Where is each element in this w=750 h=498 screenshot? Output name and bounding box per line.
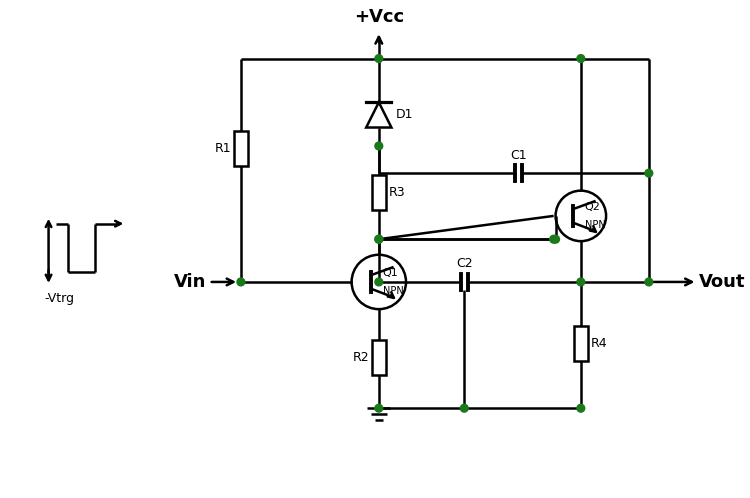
Text: NPN: NPN bbox=[382, 286, 404, 296]
Circle shape bbox=[645, 169, 652, 177]
Polygon shape bbox=[366, 102, 392, 127]
Circle shape bbox=[375, 236, 382, 243]
Circle shape bbox=[375, 404, 382, 412]
Text: R4: R4 bbox=[590, 337, 608, 350]
Circle shape bbox=[550, 236, 557, 243]
FancyBboxPatch shape bbox=[234, 131, 248, 166]
Circle shape bbox=[577, 404, 585, 412]
Circle shape bbox=[460, 404, 468, 412]
Text: R1: R1 bbox=[214, 142, 231, 155]
Circle shape bbox=[645, 278, 652, 286]
Circle shape bbox=[375, 236, 382, 243]
Text: +Vcc: +Vcc bbox=[354, 7, 404, 25]
Circle shape bbox=[375, 55, 382, 62]
Text: Q2: Q2 bbox=[585, 202, 601, 212]
FancyBboxPatch shape bbox=[574, 326, 588, 361]
Text: Vout: Vout bbox=[699, 273, 746, 291]
FancyBboxPatch shape bbox=[372, 175, 386, 210]
Text: R2: R2 bbox=[352, 351, 369, 364]
Circle shape bbox=[552, 236, 560, 243]
Text: R3: R3 bbox=[388, 186, 405, 199]
Text: NPN: NPN bbox=[585, 220, 605, 230]
Text: Vin: Vin bbox=[173, 273, 206, 291]
FancyBboxPatch shape bbox=[372, 340, 386, 375]
Circle shape bbox=[577, 278, 585, 286]
Text: C1: C1 bbox=[510, 148, 527, 161]
Circle shape bbox=[237, 278, 244, 286]
Text: C2: C2 bbox=[456, 257, 472, 270]
Text: Q1: Q1 bbox=[382, 268, 398, 278]
Circle shape bbox=[375, 142, 382, 150]
Text: -Vtrg: -Vtrg bbox=[45, 292, 75, 305]
Circle shape bbox=[577, 55, 585, 62]
Text: D1: D1 bbox=[395, 109, 412, 122]
Circle shape bbox=[375, 278, 382, 286]
